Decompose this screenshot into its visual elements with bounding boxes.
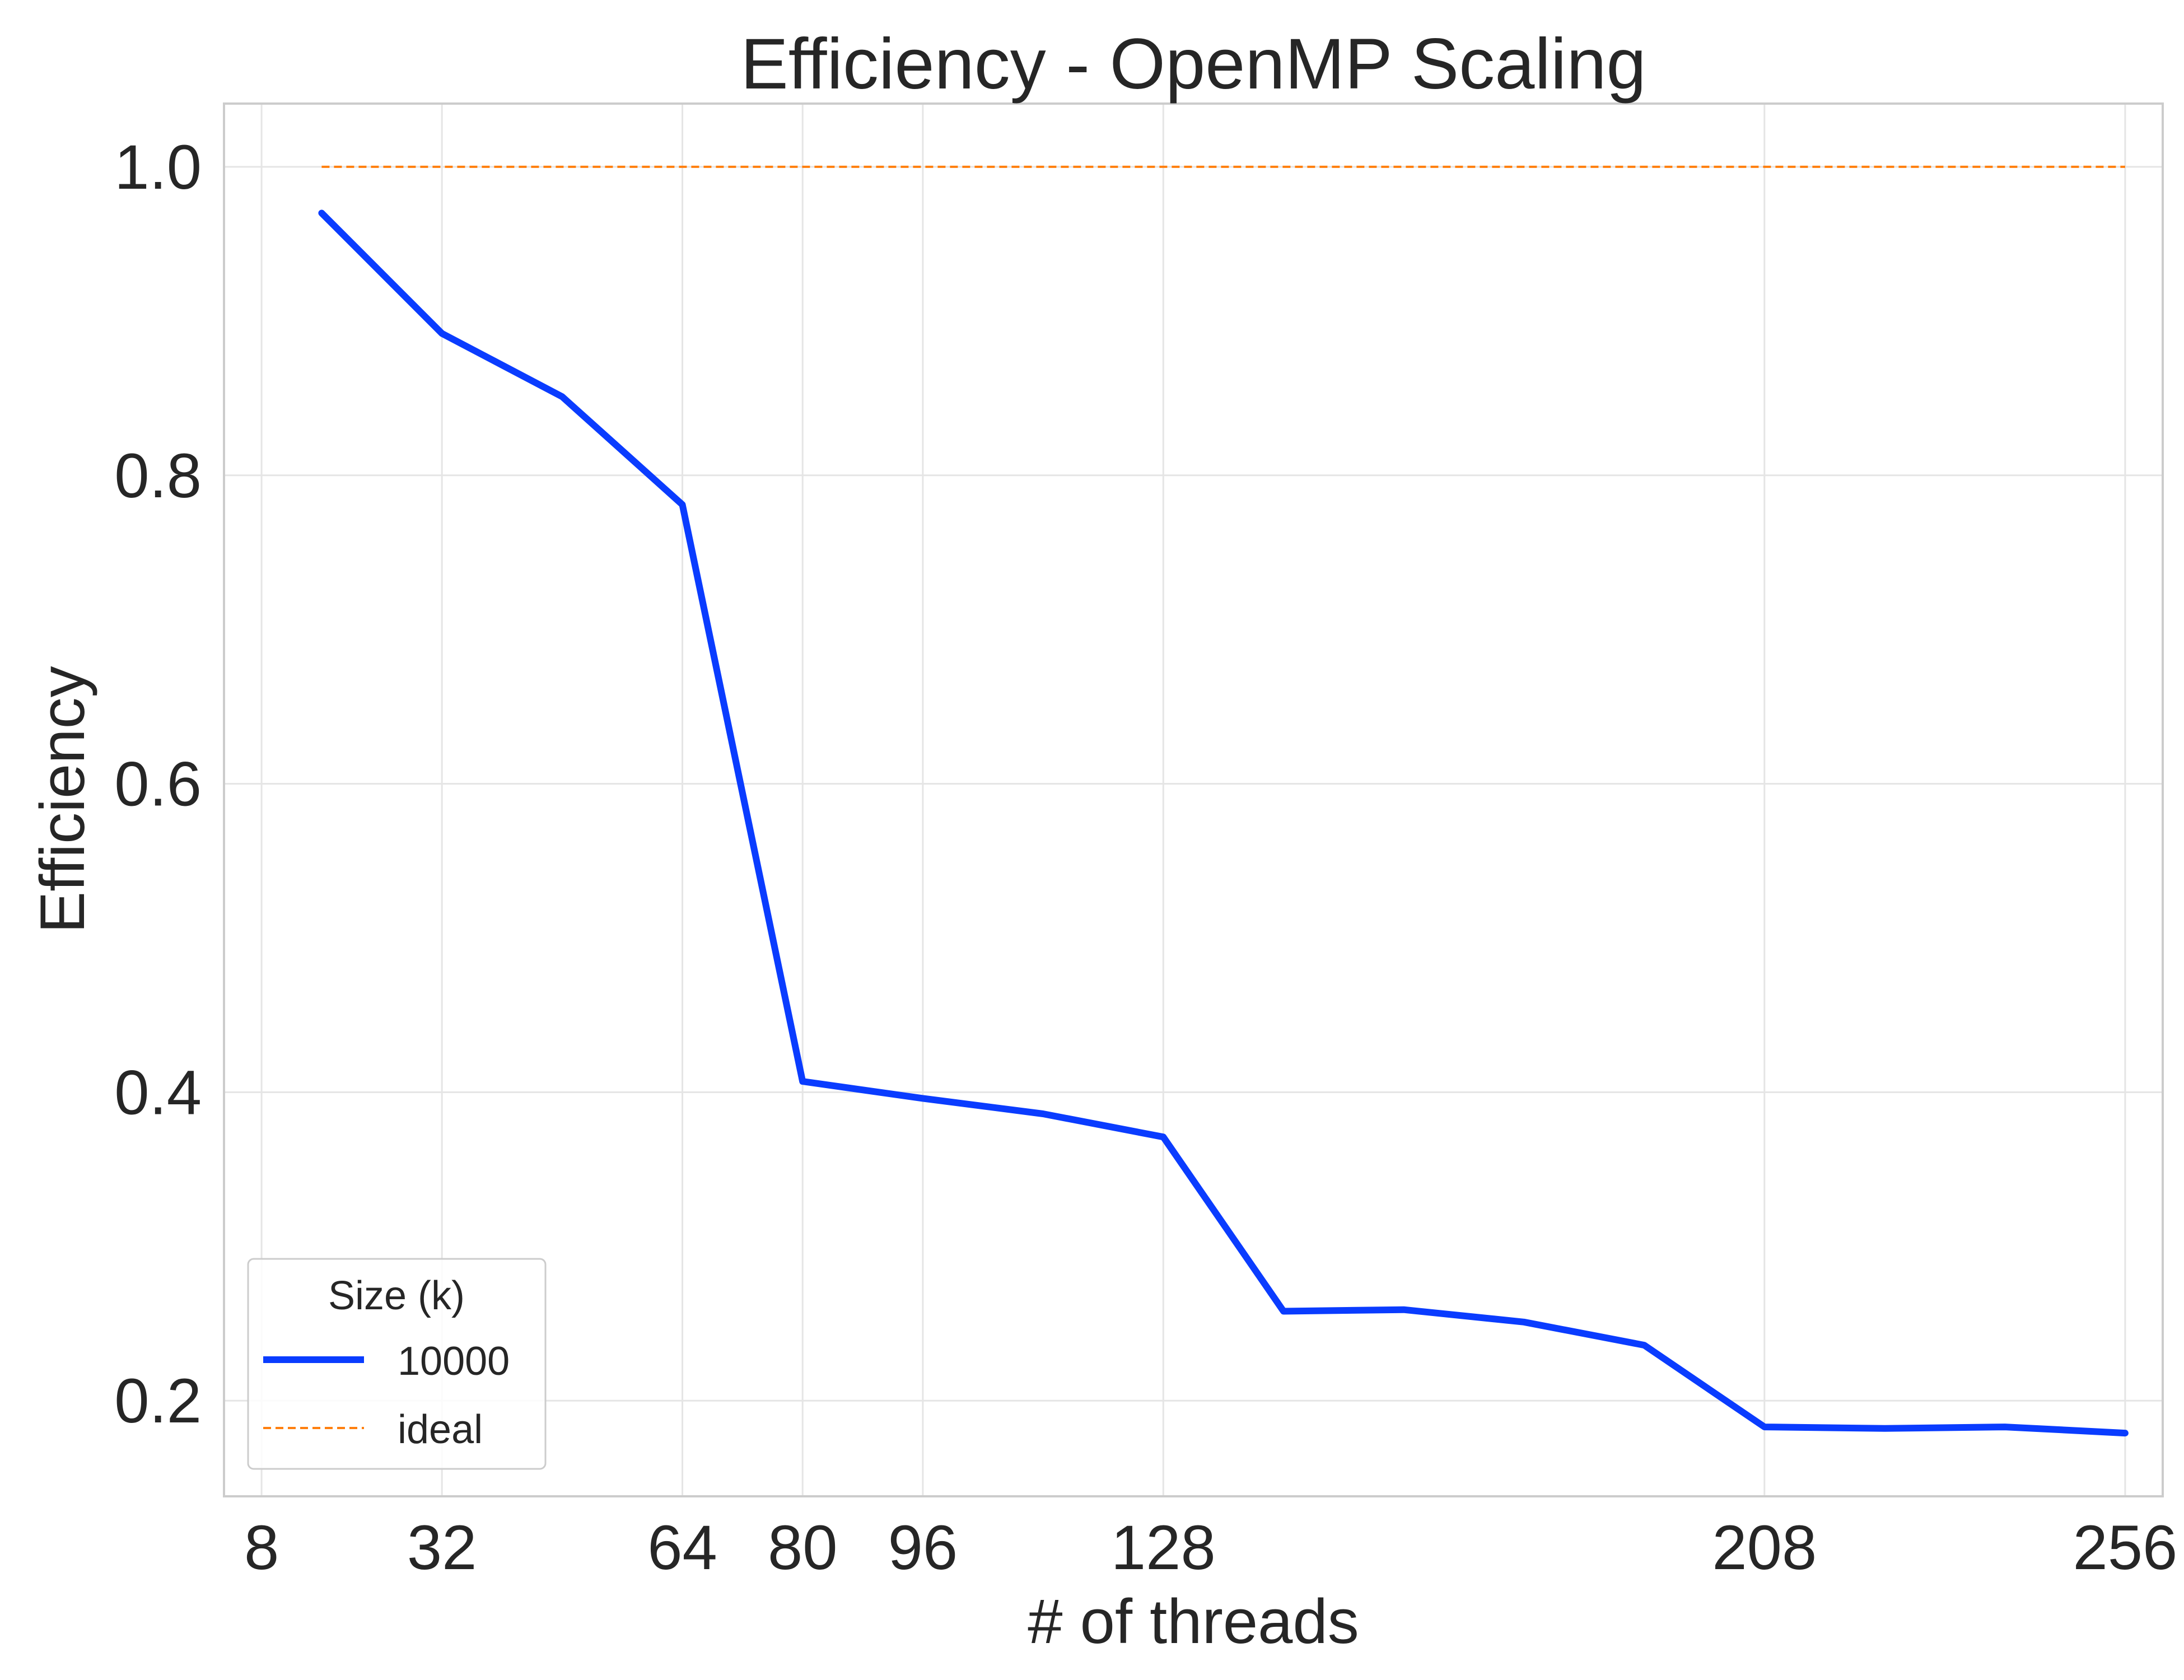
x-tick-label: 64 [647,1513,717,1583]
x-tick-label: 32 [407,1513,477,1583]
legend-box [247,1258,547,1470]
y-tick-label: 0.4 [114,1057,202,1127]
x-tick-label: 256 [2073,1513,2177,1583]
x-tick-label: 208 [1712,1513,1817,1583]
tick-labels: 8 32 64 80 96 128 208 256 0.2 0.4 0.6 0.8 1.0 [114,132,2177,1583]
legend-label-ideal: ideal [398,1407,483,1452]
y-tick-label: 1.0 [114,132,202,202]
legend-label-10000: 10000 [398,1339,510,1384]
x-tick-label: 96 [888,1513,958,1583]
x-tick-label: 128 [1111,1513,1216,1583]
legend-title: Size (k) [328,1273,465,1318]
plot-frame [223,102,2164,1497]
x-tick-label: 8 [244,1513,279,1583]
y-axis-label: Efficiency [27,666,97,933]
x-axis-label: # of threads [1028,1586,1359,1656]
legend: Size (k) 10000 ideal [247,1258,547,1470]
y-tick-label: 0.8 [114,441,202,511]
y-tick-label: 0.2 [114,1366,202,1436]
series-line-10000 [318,209,2129,1437]
chart-title: Efficiency - OpenMP Scaling [740,24,1646,104]
series-layer [318,165,2129,1437]
x-tick-label: 80 [768,1513,838,1583]
plot-area [224,104,2163,1496]
y-tick-label: 0.6 [114,749,202,819]
